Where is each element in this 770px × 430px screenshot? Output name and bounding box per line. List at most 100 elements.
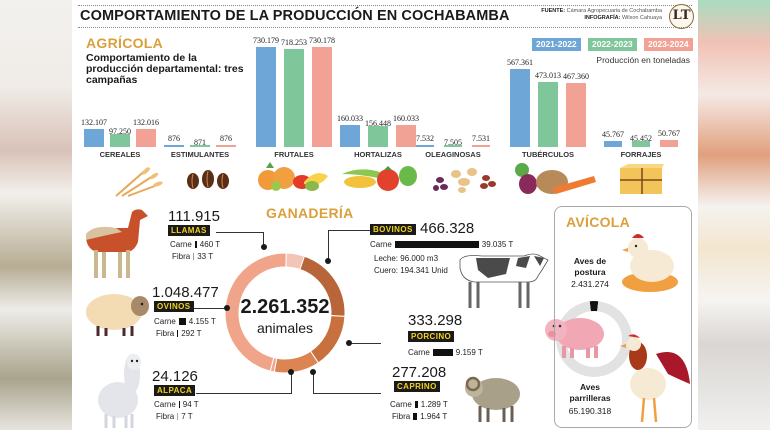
tubers-icon (515, 163, 596, 194)
bar-value-label: 7.532 (416, 134, 434, 143)
category-label: FORRAJES (620, 150, 662, 159)
bar-value-label: 467.360 (563, 71, 589, 81)
bovinos-leche: Leche: 96.000 m3 (374, 254, 439, 263)
caprino-tag: CAPRINO (394, 381, 440, 392)
dot-bovinos (325, 258, 331, 264)
ganaderia-title: GANADERÍA (266, 205, 354, 221)
parrilleras-value: 65.190.318 (568, 406, 612, 416)
bar-value-label: 473.013 (535, 71, 561, 81)
bovinos-carne-bar (394, 241, 479, 248)
porcino-carne: Carne 9.159 T (408, 348, 483, 357)
alpaca-tag: ALPACA (154, 385, 196, 396)
alpaca-count: 24.126 (152, 368, 198, 385)
total-animals: 2.261.352 (240, 296, 330, 318)
bar-value-label: 7.531 (472, 134, 490, 143)
alpaca-fibra-bar (177, 413, 179, 420)
connector-bovinos (328, 230, 370, 260)
alpaca-carne-bar (178, 401, 180, 408)
alpaca-carne: Carne 94 T (154, 400, 199, 409)
bar-value-label: 160.033 (337, 114, 363, 124)
category-label: HORTALIZAS (354, 150, 402, 159)
bar (416, 145, 434, 147)
dot-llamas (261, 244, 267, 250)
unit-note: Producción en toneladas (596, 55, 690, 65)
fruits-icon (258, 162, 328, 191)
bar-value-label: 730.179 (253, 36, 279, 45)
pig-illustration (545, 318, 604, 358)
bar-value-label: 871 (194, 138, 206, 147)
cow-illustration (459, 253, 549, 308)
postura-label: Aves de postura (573, 256, 607, 277)
ovinos-count: 1.048.477 (152, 284, 219, 301)
dot-ovinos (224, 305, 230, 311)
porcino-tag: PORCINO (408, 331, 455, 342)
ovinos-carne: Carne 4.155 T (154, 317, 216, 326)
bovinos-carne: Carne 39.035 T (370, 240, 514, 249)
bar (660, 140, 678, 147)
avicola-panel (554, 206, 692, 428)
llamas-fibra: Fibra 33 T (172, 252, 214, 261)
llamas-tag: LLAMAS (168, 225, 210, 236)
alpaca-fibra: Fibra 7 T (156, 412, 193, 421)
goat-illustration (465, 376, 520, 422)
page-title: COMPORTAMIENTO DE LA PRODUCCIÓN EN COCHA… (80, 8, 510, 24)
background-right (698, 0, 770, 430)
wheat-icon (115, 167, 163, 197)
bovinos-cuero: Cuero: 194.341 Unid (374, 266, 448, 275)
bar-value-label: 160.033 (393, 114, 419, 124)
bar (216, 145, 236, 147)
ovinos-fibra-bar (177, 330, 179, 337)
bar (444, 145, 462, 147)
caprino-fibra-bar (413, 413, 418, 420)
divider-top (78, 5, 692, 6)
parrilleras-label: Aves parrilleras (569, 382, 611, 403)
sheep-illustration (86, 294, 149, 336)
bar-value-label: 7.505 (444, 138, 462, 147)
postura-value: 2.431.274 (571, 279, 609, 289)
porcino-carne-bar (432, 349, 453, 356)
caprino-carne-bar (414, 401, 418, 408)
agricola-subtitle: Comportamiento de la producción departam… (86, 52, 244, 86)
bar (256, 47, 276, 147)
ovinos-fibra: Fibra 292 T (156, 329, 202, 338)
total-animals-unit: animales (256, 320, 314, 336)
caprino-carne: Carne 1.289 T (390, 400, 448, 409)
agricola-title: AGRÍCOLA (86, 35, 164, 51)
oilseeds-icon (433, 168, 496, 193)
bar (84, 128, 104, 147)
bar-value-label: 97.250 (109, 126, 131, 136)
bar (110, 133, 130, 147)
bar (472, 145, 490, 147)
ovinos-carne-bar (178, 318, 186, 325)
bar (510, 69, 530, 147)
ovinos-tag: OVINOS (154, 301, 194, 312)
divider-header (78, 27, 692, 28)
connector-llamas (216, 232, 264, 246)
dot-porcino (346, 340, 352, 346)
connector-alpaca (196, 372, 292, 394)
llamas-fibra-bar (193, 253, 195, 260)
connector-ovinos (192, 308, 226, 309)
bar-value-label: 876 (220, 134, 232, 143)
bar-value-label: 132.107 (81, 117, 107, 127)
bar-value-label: 567.361 (507, 58, 533, 68)
bar (136, 128, 156, 147)
infographic: COMPORTAMIENTO DE LA PRODUCCIÓN EN COCHA… (72, 0, 698, 430)
connector-porcino (349, 343, 381, 344)
donut-slice-ovinos (224, 252, 287, 372)
porcino-count: 333.298 (408, 312, 463, 329)
llamas-carne-bar (194, 241, 197, 248)
llamas-carne: Carne 460 T (170, 240, 221, 249)
background-left (0, 0, 72, 430)
legend-2023-2024: 2023-2024 (644, 38, 693, 51)
bar-value-label: 730.178 (309, 36, 335, 45)
legend-2022-2023: 2022-2023 (588, 38, 637, 51)
category-label: FRUTALES (274, 150, 314, 159)
alpaca-illustration (98, 354, 141, 428)
category-label: TUBÉRCULOS (521, 150, 575, 159)
avicola-slice-postura (589, 301, 599, 312)
bar (604, 140, 622, 147)
credits: FUENTE: Cámara Agropecuaria de Cochabamb… (541, 8, 662, 21)
bar (340, 125, 360, 147)
hen-illustration (622, 234, 678, 292)
